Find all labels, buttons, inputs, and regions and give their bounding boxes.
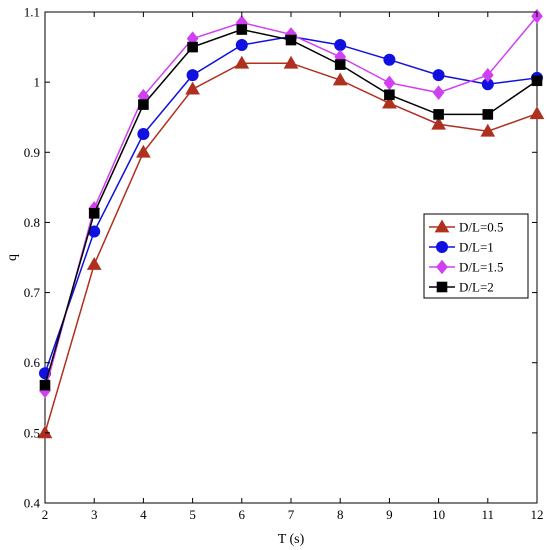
legend-label: D/L=1: [459, 240, 494, 255]
y-axis-title: q: [5, 254, 20, 261]
y-tick-label: 0.8: [24, 215, 40, 230]
axes: 2 3 4 5 6 7 8 9 10 11 12 0.4 0.5 0.6 0.7 0.8 0.9 1 1.1 T (s…: [5, 5, 544, 548]
data-point: [384, 89, 395, 101]
x-tick-label: 11: [482, 507, 495, 522]
data-point: [136, 144, 151, 158]
legend-label: D/L=2: [459, 280, 494, 295]
data-point: [529, 106, 545, 120]
series-d-l-2: [39, 24, 543, 391]
data-point: [383, 53, 396, 66]
data-point: [432, 85, 445, 100]
legend: D/L=0.5 D/L=1 D/L=1.5 D/L=2: [423, 213, 529, 299]
data-point: [482, 109, 494, 120]
x-tick-label: 2: [42, 507, 49, 522]
x-tick-label: 4: [140, 507, 147, 522]
legend-marker: [434, 219, 450, 233]
x-tick-label: 7: [288, 507, 295, 522]
data-point: [431, 116, 446, 130]
y-tick-label: 0.5: [24, 425, 40, 440]
data-point: [137, 128, 150, 141]
y-tick-label: 1: [34, 75, 41, 90]
x-tick-label: 6: [239, 507, 246, 522]
legend-label: D/L=0.5: [459, 220, 504, 235]
data-point: [235, 38, 248, 51]
data-point: [382, 95, 397, 109]
y-tick-label: 0.4: [24, 496, 41, 511]
series-group: [37, 8, 545, 439]
y-tick-label: 0.6: [24, 355, 41, 370]
x-tick-label: 5: [189, 507, 196, 522]
data-point: [236, 24, 248, 35]
y-tick-label: 0.7: [24, 285, 41, 300]
x-tick-label: 10: [432, 507, 445, 522]
x-tick-label: 9: [386, 507, 393, 522]
data-point: [432, 69, 445, 82]
data-point: [480, 123, 496, 137]
x-tick-label: 12: [531, 507, 544, 522]
legend-marker: [436, 241, 448, 253]
series-line: [44, 35, 538, 374]
data-point: [481, 67, 494, 83]
series-line: [44, 15, 538, 391]
data-point: [334, 59, 346, 70]
x-tick-label: 3: [91, 507, 98, 522]
y-tick-label: 1.1: [24, 5, 40, 20]
data-point: [334, 38, 347, 51]
data-point: [138, 99, 149, 110]
data-point: [283, 55, 299, 69]
data-point: [285, 34, 297, 46]
data-point: [186, 69, 199, 82]
data-point: [39, 379, 51, 391]
legend-label: D/L=1.5: [459, 260, 504, 275]
data-point: [37, 425, 53, 439]
x-axis-title: T (s): [278, 532, 305, 547]
data-point: [433, 109, 444, 120]
data-point: [531, 75, 543, 87]
data-point: [383, 75, 396, 91]
x-tick-label: 8: [337, 507, 344, 522]
legend-marker: [436, 259, 448, 275]
data-point: [234, 55, 250, 69]
legend-marker: [436, 281, 448, 293]
data-point: [86, 257, 102, 270]
y-tick-label: 0.9: [24, 145, 40, 160]
data-point: [88, 208, 100, 219]
data-point: [187, 41, 198, 53]
data-point: [332, 72, 348, 86]
series-d-l-0-5: [37, 55, 545, 439]
data-point: [185, 81, 200, 95]
